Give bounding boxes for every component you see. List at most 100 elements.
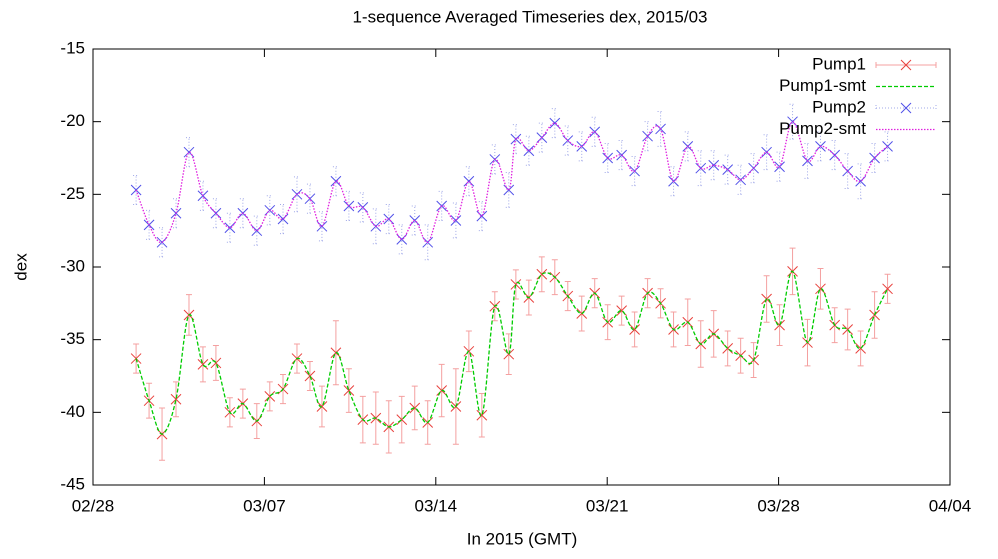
point-marker [642,287,653,299]
point-marker [536,268,548,280]
point-marker [450,215,462,226]
error-bar [618,140,625,171]
point-marker [802,155,813,167]
point-marker [682,141,694,152]
error-bar [239,198,246,229]
error-bar [804,142,811,179]
x-tick-label: 03/21 [586,496,629,515]
y-tick-label: -25 [60,184,85,203]
error-bar [538,122,545,153]
smooth-line [135,270,889,435]
error-bar [478,201,485,232]
error-bar [398,224,405,255]
x-tick-label: 03/14 [415,496,458,515]
error-bar [212,198,219,229]
x-tick-label: 03/28 [757,496,800,515]
error-bar [776,151,783,182]
error-bar [185,137,192,168]
point-marker [815,141,826,152]
y-tick-label: -30 [60,256,85,275]
error-bar [173,198,180,229]
error-bar [737,164,744,195]
error-bar [670,166,677,197]
error-bar [604,142,611,174]
y-tick-label: -40 [60,402,85,421]
point-marker [774,161,785,173]
point-marker [343,385,355,396]
error-bar [332,166,339,197]
legend-label: Pump2 [812,97,866,116]
error-bar [644,121,651,152]
error-bar [146,209,153,240]
error-bar [591,116,598,147]
point-marker [562,290,574,302]
point-marker [503,184,515,196]
point-marker [787,266,798,277]
error-bar [724,154,731,185]
point-marker [855,175,866,187]
error-bar [253,215,260,246]
error-bar [306,183,313,214]
point-marker [576,141,588,152]
error-bar [424,224,431,261]
point-marker [735,174,747,186]
error-bar [844,153,851,190]
point-marker [722,164,734,175]
point-marker [210,357,222,369]
error-bar [684,131,691,162]
point-marker [264,390,276,402]
error-bar [551,108,558,139]
error-bar [438,190,445,221]
x-tick-label: 03/07 [243,496,286,515]
error-bar [133,174,140,206]
error-bar [871,142,878,174]
point-marker [197,359,209,370]
legend-label: Pump2-smt [779,119,866,138]
point-marker [900,102,912,114]
error-bar [385,204,392,235]
point-marker [330,347,342,359]
point-marker [668,175,679,187]
error-bar [411,205,418,236]
point-marker [510,133,522,145]
point-marker [183,146,195,158]
error-bar [710,150,717,181]
error-bar [318,211,325,242]
error-bar [452,202,459,239]
point-marker [900,59,912,71]
legend-label: Pump1-smt [779,76,866,95]
error-bar [280,204,287,235]
error-bar [631,156,638,187]
error-bar [159,227,166,258]
legend-label: Pump1 [812,54,866,73]
error-bar [512,124,519,155]
error-bar [578,131,585,162]
error-bar [345,190,352,221]
y-tick-label: -20 [60,111,85,130]
error-bar [266,195,273,226]
error-bar [884,131,891,162]
error-bar [697,150,704,187]
chart-title: 1-sequence Averaged Timeseries dex, 2015… [352,7,707,26]
point-marker [170,207,182,219]
y-tick-label: -35 [60,329,85,348]
y-tick-label: -15 [60,38,85,57]
error-bar [465,166,472,197]
error-bar [564,125,571,156]
point-marker [422,417,434,428]
point-marker [330,175,342,187]
error-bar [763,134,770,171]
point-marker [170,393,182,405]
y-axis-label: dex [11,253,30,281]
error-bar [372,208,379,245]
error-bar [293,176,300,213]
error-bar [199,180,206,211]
error-bar [750,153,757,184]
error-bar [359,192,366,223]
x-axis-label: In 2015 (GMT) [467,529,578,548]
point-marker [629,165,640,177]
error-bar [491,144,498,175]
error-bar [525,135,532,166]
error-bar [657,110,664,147]
